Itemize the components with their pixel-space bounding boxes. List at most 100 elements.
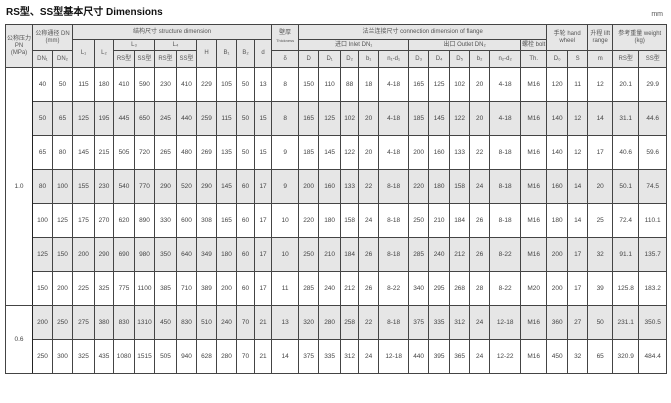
table-cell: 17 [253,237,273,272]
table-cell: 50 [52,67,73,102]
table-cell: 8-18 [378,169,410,204]
table-cell: 690 [113,237,135,272]
table-cell: 50 [587,305,614,340]
table-cell: 180 [428,169,451,204]
table-cell: 12-22 [489,339,522,374]
table-cell: 200 [298,169,320,204]
table-cell: 1100 [134,271,155,306]
table-cell: 600 [176,203,197,238]
table-cell: 60 [236,237,255,272]
table-cell: 125.8 [612,271,640,306]
pressure-cell: 1.0 [5,67,33,306]
table-cell: 4-18 [378,101,410,136]
table-cell: 165 [216,203,237,238]
col-D3: D₃ [408,50,430,68]
table-cell: 32 [587,237,614,272]
col-D0: D₀ [546,50,569,68]
header-dn: 公称通径 DN (mm) [32,24,73,51]
table-cell: 8 [271,101,300,136]
table-cell: 220 [408,169,430,204]
table-cell: 17 [567,237,589,272]
table-cell: 14 [271,339,300,374]
table-cell: 410 [176,67,197,102]
table-cell: 102 [449,67,471,102]
col-D1: D₁ [318,50,342,68]
header-pn: 公称压力 PN (MPa) [5,24,33,68]
table-cell: 11 [271,271,300,306]
table-cell: 60 [236,203,255,238]
col-S: S [567,50,589,68]
table-cell: 200 [52,271,73,306]
table-cell: 375 [298,339,320,374]
table-cell: 628 [196,339,217,374]
table-row: 100 125 175 270 620 890 330 600 308 165 60 17 10 220 1… [6,203,668,238]
table-cell: 775 [113,271,135,306]
col-n2d2: n₂-d₂ [489,50,522,68]
col-h: H [196,39,217,68]
table-cell: 115 [72,67,95,102]
table-cell: 88 [340,67,360,102]
table-cell: 265 [154,135,177,170]
table-cell: 480 [176,135,197,170]
table-cell: 160 [318,169,342,204]
table-cell: 230 [94,169,114,204]
table-cell: 1310 [134,305,155,340]
table-cell: 60 [236,169,255,204]
table-cell: 14 [587,101,614,136]
table-cell: 22 [358,305,380,340]
table-cell: 890 [134,203,155,238]
table-cell: 135 [216,135,237,170]
table-cell: 1080 [113,339,135,374]
table-cell: 13 [253,67,273,102]
table-cell: 15 [253,135,273,170]
table-cell: 26 [358,237,380,272]
table-cell: 9 [271,135,300,170]
table-cell: 133 [340,169,360,204]
table-cell: 24 [469,169,491,204]
table-row: 250 300 325 435 1080 1515 505 940 628 280 70 21 14 37… [6,339,668,374]
table-cell: 26 [469,203,491,238]
table-cell: 1515 [134,339,155,374]
table-cell: 8 [271,67,300,102]
table-cell: 11 [567,67,589,102]
table-cell: 335 [318,339,342,374]
table-cell: 484.4 [638,339,668,374]
table-cell: 125 [32,237,53,272]
table-cell: M16 [520,237,548,272]
table-cell: 140 [546,135,569,170]
table-cell: 20 [469,101,491,136]
header-inlet: 进口 Inlet DN₁ [298,39,410,51]
table-cell: 10 [271,203,300,238]
table-cell: 4-18 [489,67,522,102]
table-cell: 115 [216,101,237,136]
table-cell: 240 [318,271,342,306]
col-m: m [587,50,614,68]
table-cell: 29.9 [638,67,668,102]
table-cell: 125 [318,101,342,136]
table-cell: 17 [253,169,273,204]
table-cell: 22 [469,135,491,170]
table-cell: 229 [196,67,217,102]
table-cell: 540 [113,169,135,204]
col-l3-ss: SS型 [134,50,155,68]
table-cell: 20 [358,135,380,170]
table-cell: 72.4 [612,203,640,238]
table-cell: 100 [32,203,53,238]
table-cell: 80 [52,135,73,170]
table-cell: 50 [236,135,255,170]
table-cell: 10 [271,237,300,272]
table-cell: 122 [340,135,360,170]
table-cell: 385 [154,271,177,306]
table-cell: 122 [449,101,471,136]
col-l3-rs: RS型 [113,50,135,68]
table-cell: 230 [154,67,177,102]
table-cell: 250 [32,339,53,374]
table-cell: 450 [154,305,177,340]
table-cell: 200 [546,237,569,272]
table-cell: 184 [340,237,360,272]
table-cell: 395 [428,339,451,374]
table-cell: 365 [449,339,471,374]
table-cell: 380 [94,305,114,340]
table-cell: 340 [408,271,430,306]
table-cell: 133 [449,135,471,170]
